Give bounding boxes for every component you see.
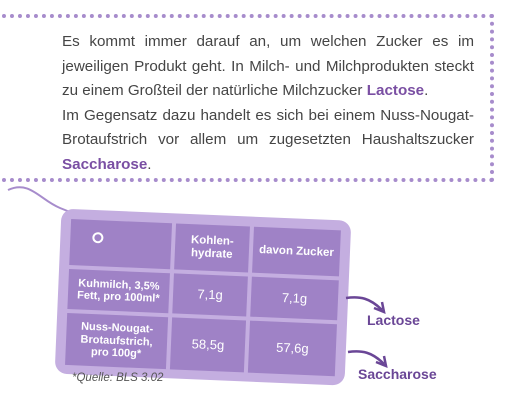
paragraph-spread: Im Gegensatz dazu handelt es sich bei ei… [62,104,474,178]
tag-hole-cell [69,219,173,270]
header-carbs: Kohlen-hydrate [174,223,250,273]
source-note: *Quelle: BLS 3.02 [72,372,164,384]
cell-spread-sugar: 57,6g [247,320,337,377]
paragraph-milk-end: . [424,82,429,99]
text-frame [0,14,494,182]
paragraph-milk: Es kommt immer darauf an, um welchen Zuc… [62,30,474,104]
row-label-spread-line3: pro 100g* [90,346,142,361]
table-row: Nuss-Nougat- Brotaufstrich, pro 100g* 58,5… [65,312,337,377]
row-label-milk-line2: Fett, pro 100ml* [76,289,160,305]
price-tag: Kohlen-hydrate davon Zucker Kuhmilch, 3,… [54,208,352,389]
cell-spread-carbs: 58,5g [169,317,247,373]
arrow-lactose [345,296,383,311]
arrow-lactose-head [373,301,386,315]
arrows [345,296,388,369]
label-lactose: Lactose [367,312,420,328]
label-saccharose: Saccharose [358,366,437,382]
paragraph-spread-end: . [147,155,152,173]
cell-milk-sugar: 7,1g [250,276,339,321]
tag-card: Kohlen-hydrate davon Zucker Kuhmilch, 3,… [54,208,352,386]
row-label-milk: Kuhmilch, 3,5% Fett, pro 100ml* [67,269,170,314]
sugar-table: Kohlen-hydrate davon Zucker Kuhmilch, 3,… [61,215,345,381]
header-carbs-line2: hydrate [190,247,233,261]
saccharose-highlight: Saccharose [62,155,148,173]
table-header-row: Kohlen-hydrate davon Zucker [69,219,341,277]
arrow-saccharose-head [375,355,388,369]
paragraph-spread-text: Im Gegensatz dazu handelt es sich bei ei… [62,106,474,149]
info-text: Es kommt immer darauf an, um welchen Zuc… [62,30,474,177]
arrow-saccharose [347,350,385,365]
lactose-highlight: Lactose [366,82,425,99]
table-row: Kuhmilch, 3,5% Fett, pro 100ml* 7,1g 7,1g [67,269,339,321]
header-carbs-line1: Kohlen- [190,234,234,248]
cell-milk-carbs: 7,1g [172,273,248,317]
row-label-spread: Nuss-Nougat- Brotaufstrich, pro 100g* [65,312,169,370]
header-sugar: davon Zucker [252,226,341,277]
hole-icon [92,231,104,244]
paragraph-milk-text: Es kommt immer darauf an, um welchen Zuc… [62,33,474,99]
